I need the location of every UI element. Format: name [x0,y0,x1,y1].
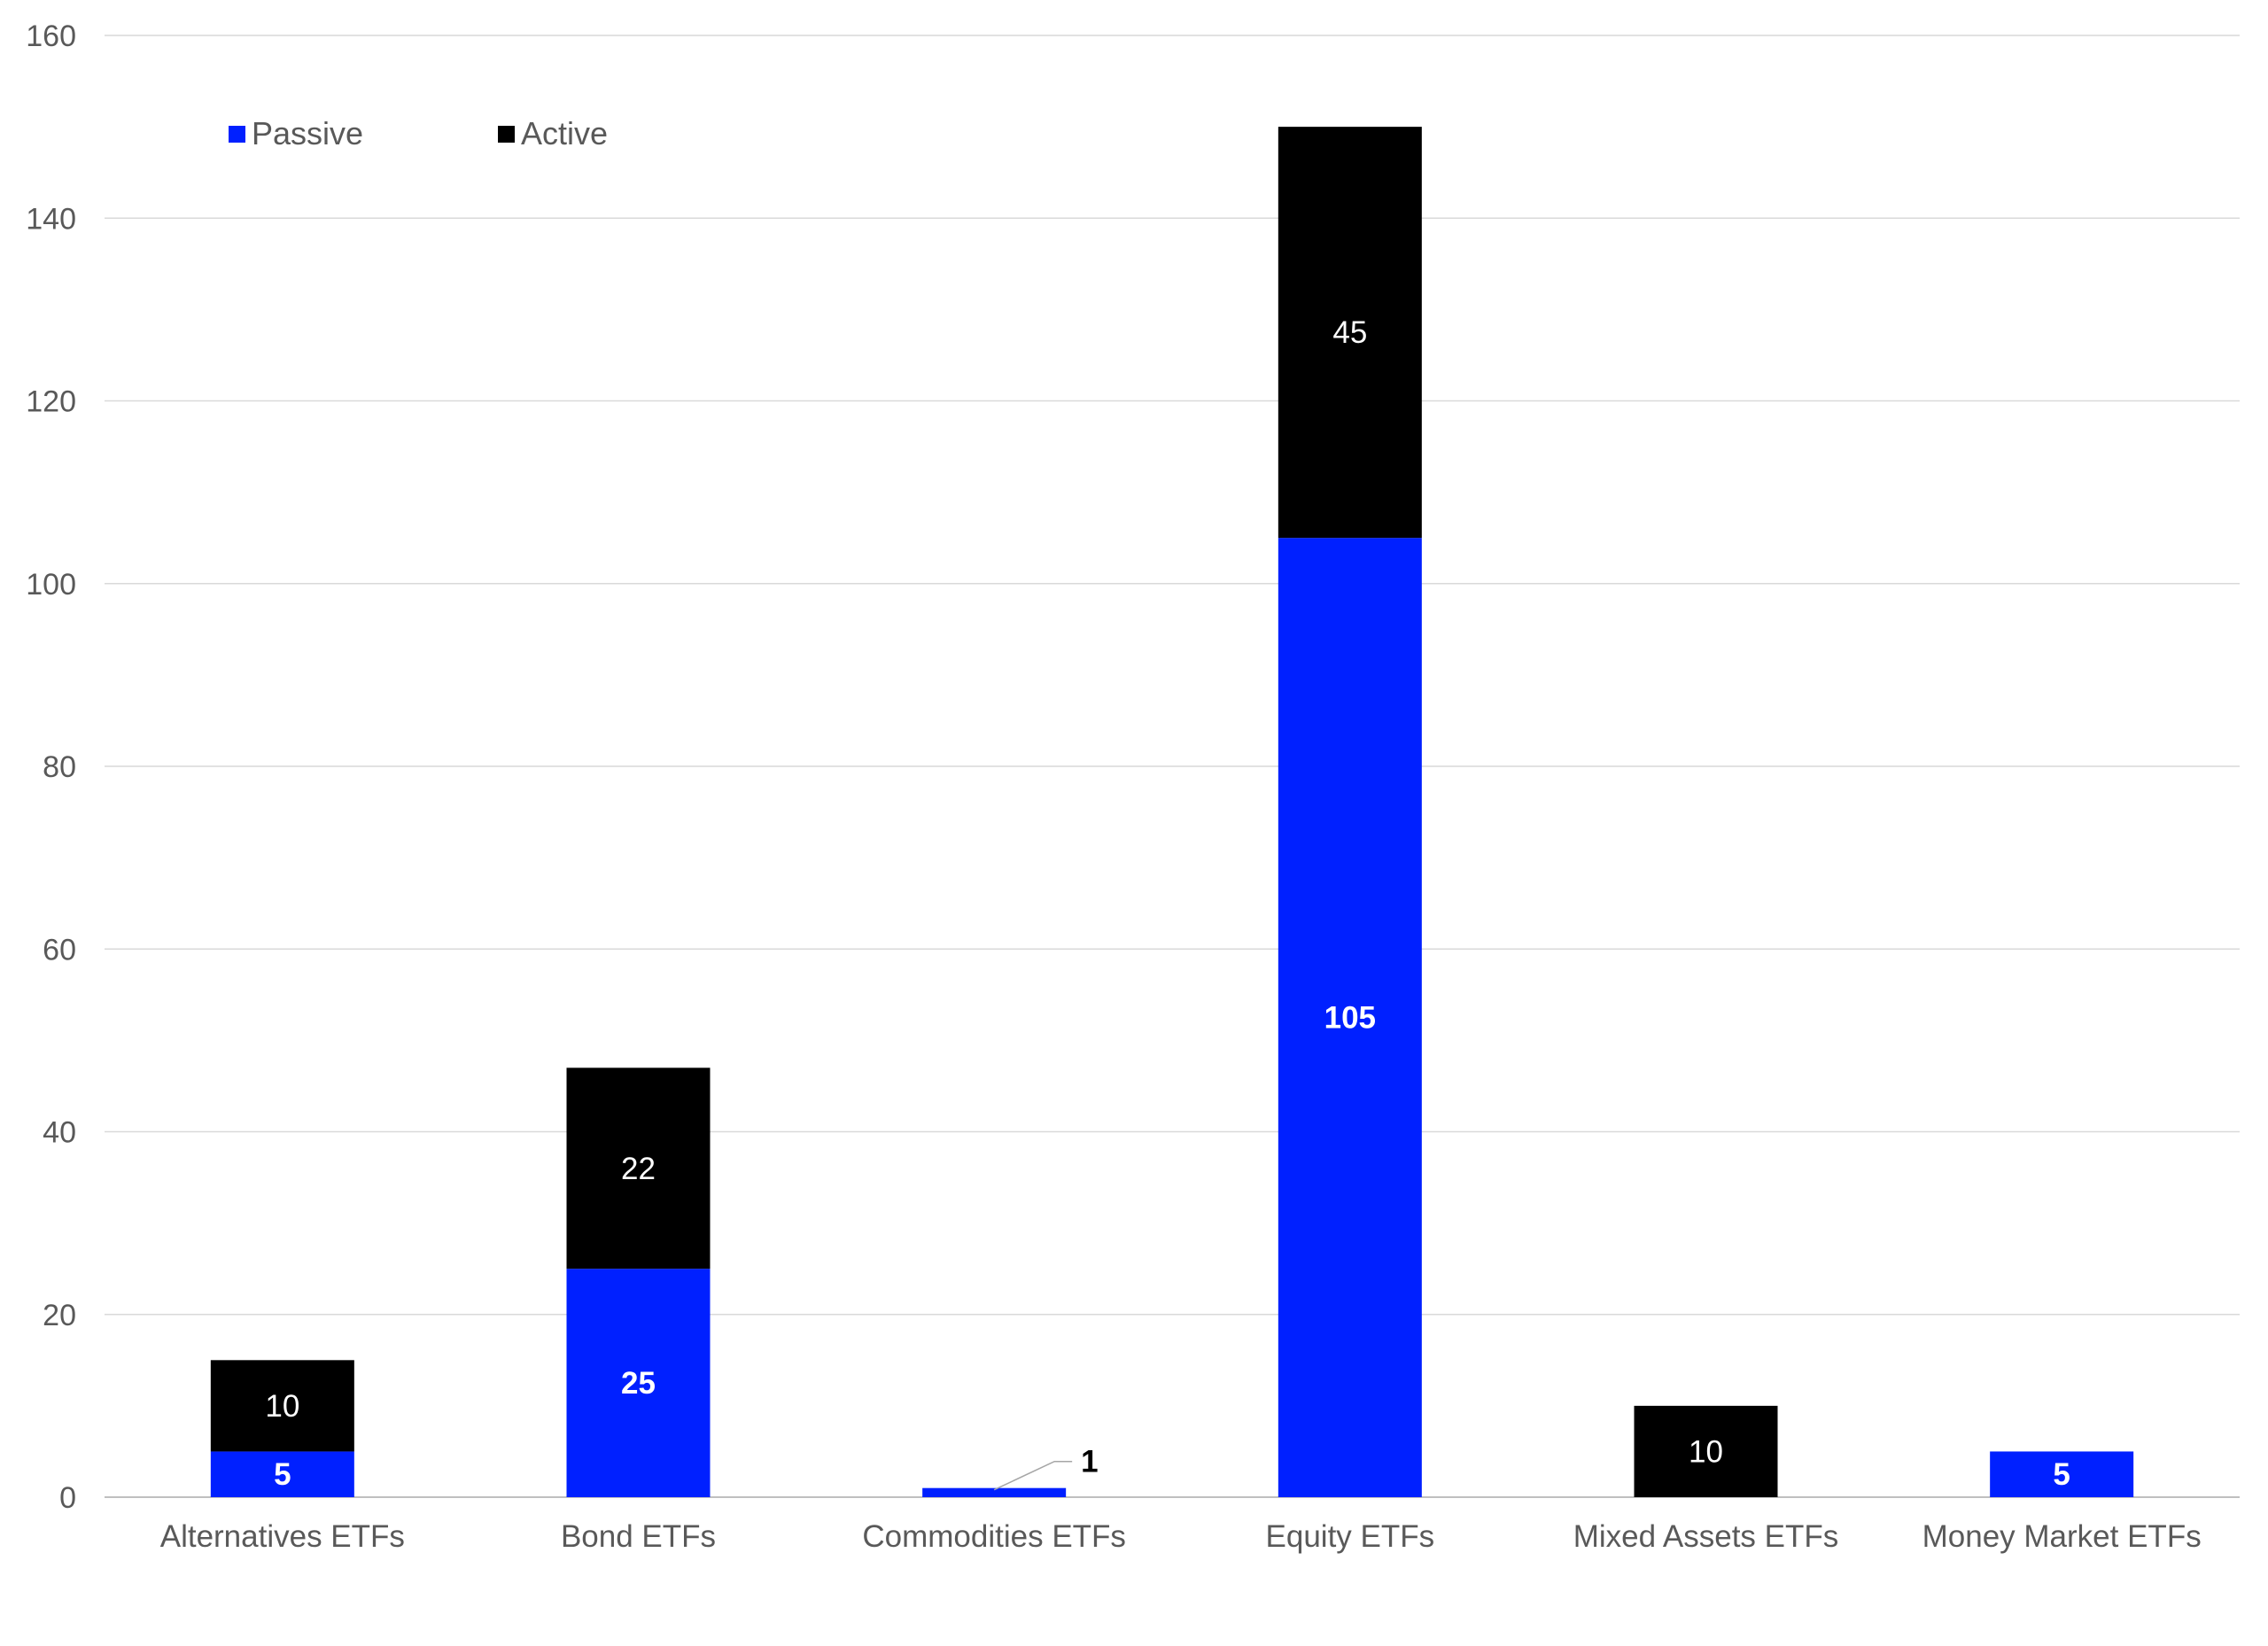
legend: Passive Active [229,115,608,151]
y-tick-label: 160 [26,19,76,53]
bar-passive [1990,1451,2134,1497]
data-label: 10 [1689,1434,1723,1469]
y-tick-label: 60 [43,933,76,967]
legend-label-passive: Passive [252,115,363,151]
bar-passive [566,1269,711,1497]
leader-line [993,1460,1073,1491]
bar-passive [922,1487,1067,1497]
bars [210,127,2134,1497]
data-label: 25 [621,1366,656,1401]
bar-active [1278,127,1422,539]
bar-active [1634,1405,1778,1497]
y-tick-label: 80 [43,750,76,784]
y-tick-label: 140 [26,202,76,236]
legend-swatch-active [498,126,515,143]
y-tick-label: 20 [43,1299,76,1332]
gridlines [105,35,2240,1498]
data-label: 5 [2053,1457,2070,1492]
y-tick-label: 100 [26,568,76,602]
x-category-label: Commodities ETFs [862,1519,1126,1554]
data-label: 105 [1324,1001,1376,1036]
data-label: 10 [265,1389,299,1424]
data-label: 22 [621,1152,656,1186]
data-label: 5 [274,1457,291,1492]
legend-swatch-passive [229,126,245,143]
y-tick-label: 40 [43,1116,76,1150]
bar-active [566,1068,711,1269]
bar-passive [1278,538,1422,1497]
x-axis: Alternatives ETFs Bond ETFs Commodities ET… [160,1519,2202,1554]
legend-label-active: Active [521,115,608,151]
data-label: 1 [1081,1445,1098,1479]
bar-active [210,1360,354,1452]
x-category-label: Alternatives ETFs [160,1519,405,1554]
y-tick-label: 0 [59,1481,76,1515]
y-tick-label: 120 [26,385,76,419]
x-category-label: Equity ETFs [1266,1519,1435,1554]
x-category-label: Mixed Assets ETFs [1573,1519,1839,1554]
bar-passive [210,1451,354,1497]
data-label: 45 [1332,315,1367,350]
x-category-label: Money Market ETFs [1922,1519,2202,1554]
x-category-label: Bond ETFs [561,1519,716,1554]
y-axis: 0 20 40 60 80 100 120 140 160 [26,19,76,1515]
